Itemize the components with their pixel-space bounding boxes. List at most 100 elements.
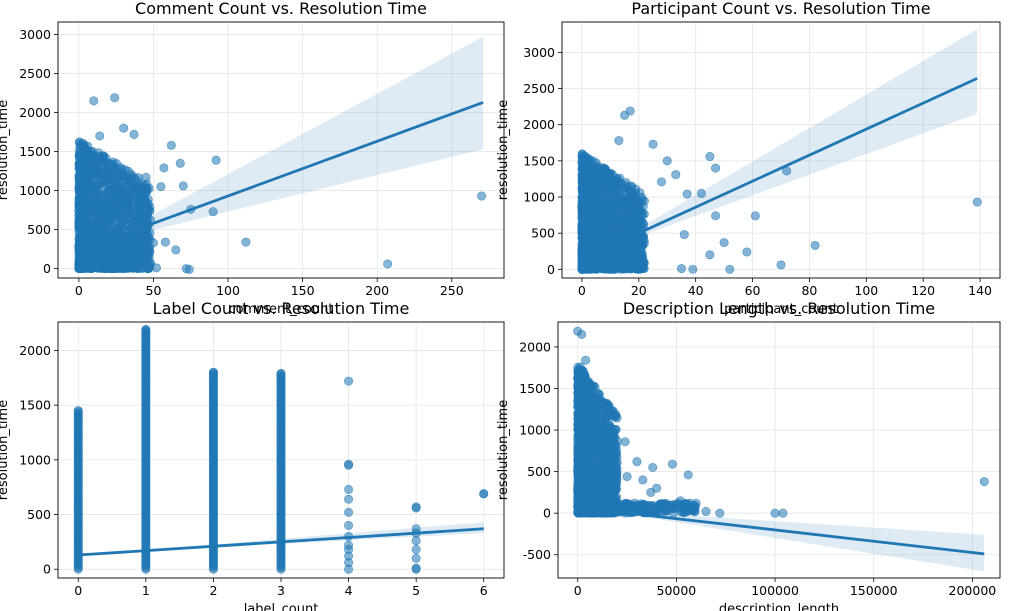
data-point: [594, 476, 604, 486]
data-point: [141, 201, 151, 211]
data-point: [606, 204, 616, 214]
data-point: [141, 229, 151, 239]
data-point: [119, 123, 129, 133]
data-point: [116, 182, 126, 192]
data-point: [411, 536, 421, 546]
data-point: [573, 486, 583, 496]
data-point: [129, 201, 139, 211]
data-point: [596, 174, 606, 184]
data-point: [156, 182, 166, 192]
data-point: [591, 464, 601, 474]
data-point: [574, 377, 584, 387]
data-point: [711, 211, 721, 221]
subplot-3: 0 1 2 3 4 5 60500100015002000label_countresolu…: [0, 299, 505, 611]
data-point: [632, 206, 642, 216]
data-point: [344, 507, 354, 517]
data-point: [579, 476, 589, 486]
data-point: [625, 106, 635, 116]
data-point: [80, 200, 90, 210]
x-tick-label: 250: [440, 283, 464, 298]
y-tick-label: 2000: [19, 343, 51, 358]
data-point: [276, 368, 286, 378]
data-point: [607, 464, 617, 474]
data-point: [776, 260, 786, 270]
subplot-4: 0 50000 100000 150000 200000-500050010001500…: [496, 299, 1001, 611]
data-point: [648, 139, 658, 149]
data-point: [580, 201, 590, 211]
x-tick-label: 0: [75, 283, 83, 298]
plot-area: [577, 29, 982, 274]
data-point: [604, 480, 614, 490]
data-point: [609, 228, 619, 238]
data-point: [113, 170, 123, 180]
data-point: [618, 206, 628, 216]
data-point: [82, 146, 92, 156]
plot-area: [73, 325, 489, 574]
data-point: [211, 155, 221, 165]
x-tick-label: 150: [291, 283, 315, 298]
x-tick-label: 200: [365, 283, 389, 298]
data-point: [107, 204, 117, 214]
data-point: [95, 131, 105, 141]
data-point: [750, 211, 760, 221]
regression-line: [78, 527, 484, 557]
data-point: [588, 240, 598, 250]
data-point: [383, 259, 393, 269]
y-axis-label: resolution_time: [496, 100, 511, 200]
data-point: [92, 154, 102, 164]
data-point: [719, 238, 729, 248]
data-point: [140, 194, 150, 204]
x-tick-label: 100: [854, 283, 878, 298]
data-point: [619, 228, 629, 238]
data-point: [620, 194, 630, 204]
data-point: [151, 263, 161, 273]
data-point: [638, 260, 648, 270]
chart-title: Label Count vs. Resolution Time: [153, 299, 410, 318]
data-point: [611, 184, 621, 194]
data-point: [579, 217, 589, 227]
data-point: [344, 459, 354, 469]
y-tick-label: 2500: [19, 66, 51, 81]
x-tick-label: 40: [688, 283, 704, 298]
x-tick-label: 20: [631, 283, 647, 298]
data-point: [578, 165, 588, 175]
x-tick-label: 120: [911, 283, 935, 298]
data-point: [134, 188, 144, 198]
data-point: [141, 325, 151, 335]
data-point: [596, 264, 606, 274]
data-point: [178, 181, 188, 191]
data-point: [600, 218, 610, 228]
x-tick-label: 5: [412, 583, 420, 598]
data-point: [682, 189, 692, 199]
data-point: [577, 366, 587, 376]
data-point: [635, 243, 645, 253]
data-point: [621, 245, 631, 255]
data-point: [575, 461, 585, 471]
data-point: [96, 225, 106, 235]
y-axis-label: resolution_time: [0, 400, 11, 500]
x-tick-label: 50: [146, 283, 162, 298]
data-point: [595, 439, 605, 449]
data-point: [344, 520, 354, 530]
data-point: [82, 162, 92, 172]
data-point: [89, 96, 99, 106]
data-point: [705, 152, 715, 162]
data-point: [609, 263, 619, 273]
data-point: [638, 218, 648, 228]
data-point: [122, 259, 132, 269]
x-tick-label: 60: [745, 283, 761, 298]
data-point: [411, 564, 421, 574]
data-point: [95, 196, 105, 206]
y-axis-label: resolution_time: [0, 100, 11, 200]
data-point: [579, 399, 589, 409]
data-point: [74, 264, 84, 274]
data-point: [411, 545, 421, 555]
data-point: [93, 259, 103, 269]
data-point: [810, 240, 820, 250]
data-point: [588, 442, 598, 452]
data-point: [589, 164, 599, 174]
plot-area: [74, 36, 487, 274]
data-point: [679, 230, 689, 240]
data-point: [208, 367, 218, 377]
data-point: [588, 408, 598, 418]
